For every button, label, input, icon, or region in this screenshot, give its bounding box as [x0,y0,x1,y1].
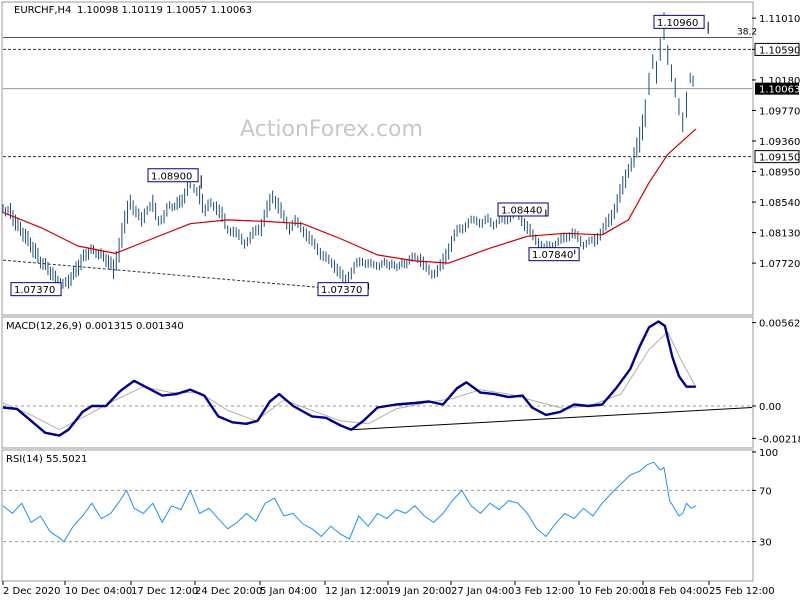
price-annotation-3: 1.08440 [501,206,542,217]
price-annotation-4: 1.07840 [532,250,573,261]
current-price-tag-box [755,82,799,95]
x-tick-label: 2 Dec 2020 [3,586,61,597]
price-ytick-label: 1.09360 [759,137,800,148]
price-ytick-label: 1.08950 [759,168,800,179]
x-tick-label: 18 Feb 04:00 [643,586,709,597]
rsi-line [2,461,697,543]
price-annotation-5: 1.10960 [657,18,698,29]
price-annotation-5-box [653,14,705,29]
x-tick-label: 12 Jan 12:00 [325,586,388,597]
price-ytick-label: 1.07720 [759,259,800,270]
macd-title: MACD(12,26,9) 0.001315 0.001340 [6,321,184,332]
macd-ytick-label: 0.005625 [759,319,800,330]
fib-38-label: 38.2 [737,28,757,38]
price-annotation-4-box [528,247,580,262]
x-tick-label: 10 Feb 20:00 [579,586,645,597]
chart-marks: 1.11010 1.10590 1.10180 1.09770 1.09360 1.089… [2,12,800,597]
watermark: ActionForex.com [240,117,423,142]
chart-ohlc: 1.10098 1.10119 1.10057 1.10063 [77,5,252,16]
price-annotation-3-box [497,202,549,217]
current-price-tag: 1.10063 [759,85,800,96]
price-ytick-label: 1.08130 [759,229,800,240]
rsi-ytick-label: 30 [759,538,772,549]
chart-header: EURCHF,H4 [14,5,71,16]
price-ytick-label: 1.09770 [759,106,800,117]
x-tick-label: 5 Jan 04:00 [260,586,317,597]
rsi-panel-frame [1,449,754,582]
macd-line [2,320,696,437]
macd-signal-line [2,331,697,431]
price-ytick-label: 1.08540 [759,198,800,209]
level-tag-0: 1.10590 [759,45,800,56]
macd-panel-frame [1,316,754,449]
price-trendline [2,259,341,290]
x-tick-label: 27 Jan 04:00 [451,586,514,597]
level-tag-box-0 [754,42,800,56]
rsi-ytick-label: 70 [759,486,772,497]
price-panel-frame [1,1,754,316]
rsi-title: RSI(14) 55.5021 [6,454,87,465]
level-tag-box-1 [754,150,800,164]
macd-ytick-label: 0.00 [759,402,781,413]
x-tick-label: 25 Feb 12:00 [709,586,775,597]
macd-ytick-label: -0.002185 [759,434,800,445]
price-annotation-0-box [147,168,199,183]
rsi-ytick-label: 100 [759,448,778,459]
price-annotation-0: 1.08900 [151,171,192,182]
macd-trendline [351,407,753,431]
price-moving-average [2,128,697,264]
price-ytick-label: 1.10180 [759,76,800,87]
x-tick-label: 3 Feb 12:00 [515,586,574,597]
price-annotation-1-box [10,282,62,297]
x-tick-label: 19 Jan 20:00 [388,586,451,597]
price-annotation-1: 1.07370 [14,285,55,296]
x-tick-label: 10 Dec 04:00 [65,586,132,597]
price-ytick-label: 1.11010 [759,14,800,25]
level-tag-1: 1.09150 [759,153,800,164]
x-tick-label: 17 Dec 12:00 [131,586,198,597]
price-annotation-2: 1.07370 [321,285,362,296]
x-tick-label: 24 Dec 20:00 [195,586,262,597]
